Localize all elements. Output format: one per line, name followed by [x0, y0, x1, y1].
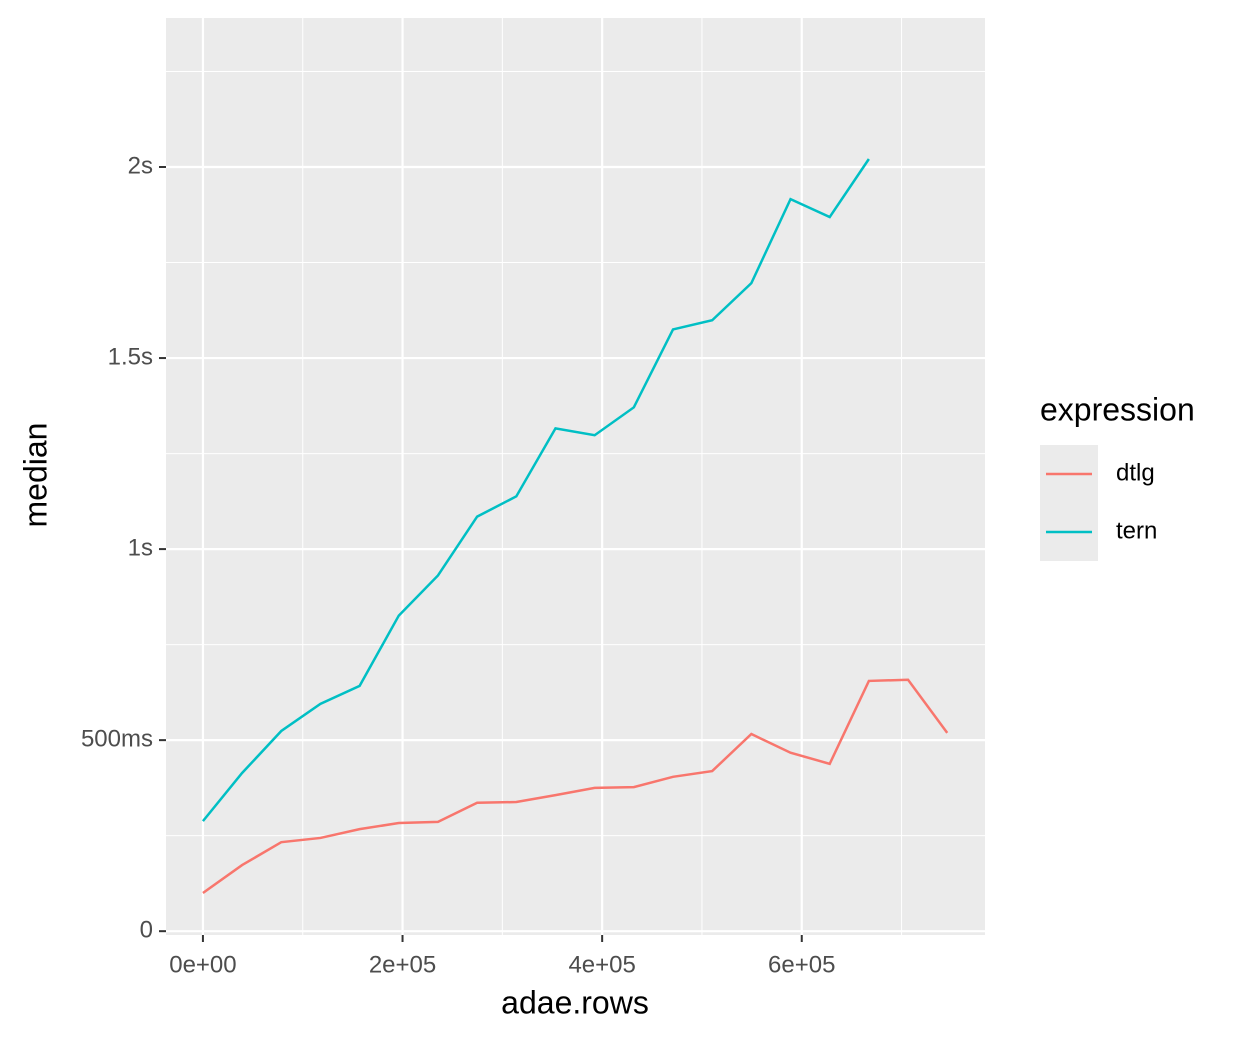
y-tick-label: 1.5s — [108, 343, 153, 370]
y-axis-title: median — [17, 423, 53, 528]
x-tick-label: 2e+05 — [369, 951, 436, 978]
legend-label: tern — [1116, 517, 1157, 544]
legend-key-background — [1040, 445, 1098, 561]
legend-label: dtlg — [1116, 459, 1155, 486]
series-line — [201, 158, 870, 822]
y-tick-label: 0 — [140, 917, 153, 944]
legend-title: expression — [1040, 391, 1195, 427]
y-tick-label: 1s — [128, 534, 153, 561]
x-tick-label: 6e+05 — [768, 951, 835, 978]
series-line — [202, 678, 949, 894]
panel — [166, 18, 985, 935]
y-tick-label: 500ms — [81, 725, 153, 752]
y-tick-label: 2s — [128, 152, 153, 179]
x-tick-label: 0e+00 — [169, 951, 236, 978]
x-axis-title: adae.rows — [501, 984, 649, 1020]
x-tick-label: 4e+05 — [568, 951, 635, 978]
